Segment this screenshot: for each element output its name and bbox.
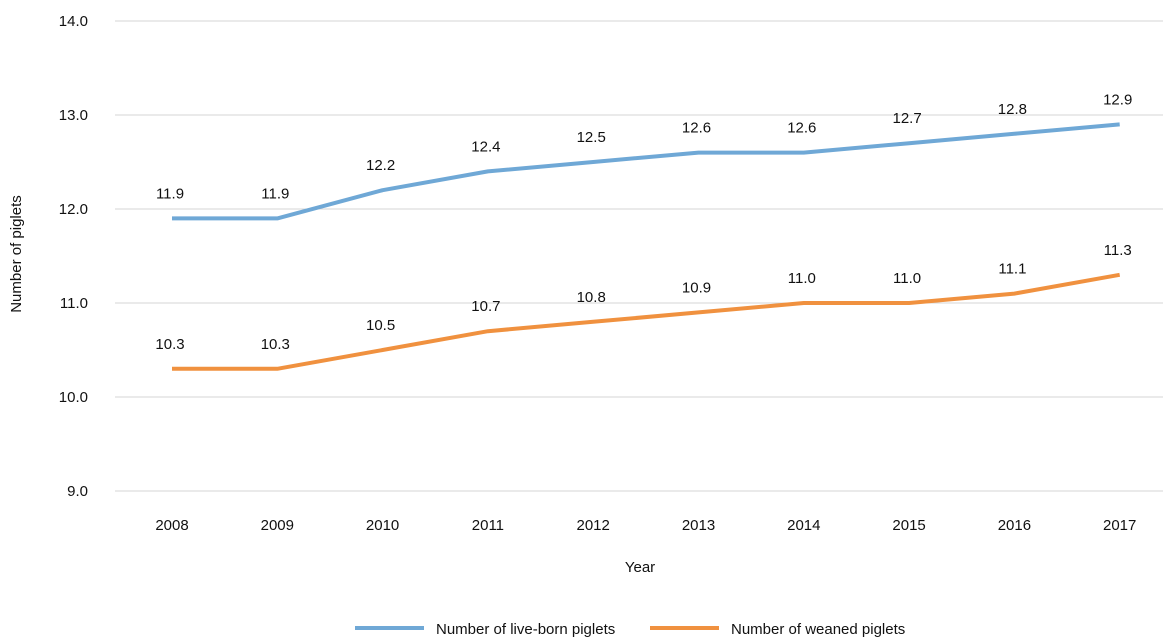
- x-tick-label: 2012: [577, 517, 610, 534]
- data-label: 12.4: [471, 138, 500, 155]
- data-label: 12.8: [998, 101, 1027, 118]
- series-line-2: [172, 272, 1121, 371]
- x-tick-label: 2008: [155, 517, 188, 534]
- data-label: 11.3: [1104, 242, 1132, 259]
- data-label: 11.0: [893, 270, 921, 287]
- y-tick-label: 12.0: [59, 201, 88, 218]
- legend-label: Number of weaned piglets: [731, 621, 905, 637]
- data-label: 12.2: [366, 157, 395, 174]
- data-label: 10.9: [682, 279, 711, 296]
- data-label: 12.5: [577, 129, 606, 146]
- data-label: 11.9: [261, 185, 289, 202]
- y-tick-label: 13.0: [59, 107, 88, 124]
- y-axis-ticks: 9.0 10.0 11.0 12.0 13.0 14.0: [59, 13, 88, 500]
- data-label: 12.6: [787, 120, 816, 137]
- data-label: 11.1: [998, 261, 1026, 278]
- x-tick-label: 2016: [998, 517, 1031, 534]
- series-line-1: [172, 122, 1120, 221]
- data-label: 10.7: [471, 298, 500, 315]
- data-label: 12.6: [682, 120, 711, 137]
- data-labels: 11.9 11.9 12.2 12.4 12.5 12.6 12.6 12.7 12.8 12.9…: [155, 91, 1132, 352]
- data-label: 10.5: [366, 317, 395, 334]
- y-axis-title: Number of piglets: [8, 195, 25, 313]
- data-label: 11.9: [156, 185, 184, 202]
- legend-label: Number of live-born piglets: [436, 621, 615, 637]
- y-tick-label: 9.0: [67, 483, 88, 500]
- legend: Number of live-born piglets Number of wea…: [355, 621, 905, 637]
- y-tick-label: 10.0: [59, 389, 88, 406]
- y-tick-label: 11.0: [60, 295, 88, 312]
- x-tick-label: 2014: [787, 517, 820, 534]
- x-axis-title: Year: [625, 559, 655, 576]
- gridlines: [115, 20, 1163, 492]
- x-tick-label: 2015: [892, 517, 925, 534]
- data-label: 10.3: [155, 336, 184, 353]
- data-label: 12.9: [1103, 91, 1132, 108]
- x-tick-label: 2009: [261, 517, 294, 534]
- x-tick-label: 2017: [1103, 517, 1136, 534]
- series-lines: [172, 122, 1121, 371]
- x-axis-ticks: 2008 2009 2010 2011 2012 2013 2014 2015 2016 2017: [155, 517, 1136, 534]
- data-label: 10.8: [577, 289, 606, 306]
- data-label: 12.7: [892, 110, 921, 127]
- x-tick-label: 2010: [366, 517, 399, 534]
- x-tick-label: 2013: [682, 517, 715, 534]
- data-label: 11.0: [788, 270, 816, 287]
- x-tick-label: 2011: [472, 517, 504, 534]
- y-tick-label: 14.0: [59, 13, 88, 30]
- data-label: 10.3: [261, 336, 290, 353]
